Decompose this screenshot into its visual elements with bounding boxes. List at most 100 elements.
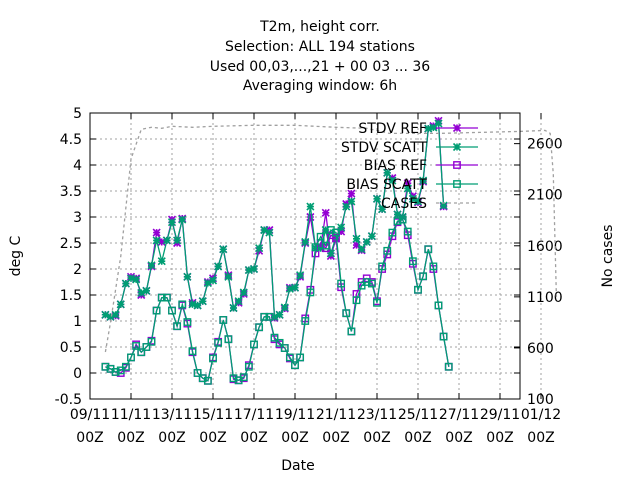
y-axis-label: deg C (8, 235, 24, 276)
data-point (439, 332, 448, 341)
data-point (173, 236, 182, 245)
data-point (301, 237, 310, 247)
x-tick-label: 11/11 (111, 407, 151, 423)
data-point (178, 215, 187, 224)
data-point (188, 300, 197, 309)
y2-tick-label: 100 (527, 392, 554, 408)
data-point (152, 228, 161, 237)
y2-tick-label: 1600 (527, 239, 563, 255)
data-point (234, 297, 243, 306)
data-point (408, 257, 417, 266)
x-tick-label: 27/11 (439, 407, 479, 423)
y-tick-label: 0.5 (60, 340, 82, 356)
y2-tick-label: 2100 (527, 188, 563, 204)
data-point (321, 208, 330, 217)
data-point (111, 368, 120, 376)
data-point (127, 353, 135, 362)
data-point (434, 119, 443, 128)
series-cases (104, 124, 558, 353)
data-point (219, 245, 228, 254)
data-point (167, 218, 177, 227)
data-point (152, 306, 161, 315)
data-point (157, 237, 166, 247)
data-point (393, 210, 402, 219)
data-point (239, 288, 248, 297)
data-point (296, 353, 305, 362)
data-point (260, 225, 269, 235)
data-point (270, 312, 279, 321)
x-tick-label-time: 00Z (199, 430, 226, 446)
legend-label: STDV REF (358, 121, 427, 137)
y2-tick-label: 2600 (527, 137, 563, 153)
data-point (214, 262, 223, 271)
series-line (104, 124, 558, 353)
data-point (178, 300, 187, 309)
y-axis-ticks: -0.5 0 0.5 1 1.5 2 2.5 3 3.5 4 4.5 5 (55, 106, 520, 408)
data-point (168, 306, 176, 315)
y-tick-label: 1 (73, 314, 82, 330)
title-line-2: Selection: ALL 194 stations (225, 39, 415, 55)
data-point (224, 335, 233, 344)
data-point (388, 176, 397, 185)
data-point (291, 361, 299, 370)
data-point (342, 202, 351, 211)
x-tick-label: 17/11 (234, 407, 274, 423)
data-point (398, 215, 407, 224)
data-point (147, 337, 156, 346)
x-tick-label-time: 00Z (486, 430, 513, 446)
data-point (285, 284, 294, 293)
data-point (132, 342, 141, 350)
data-point (301, 317, 310, 325)
legend-label: BIAS REF (364, 158, 427, 174)
data-point (378, 262, 387, 271)
data-point (270, 333, 279, 342)
y-tick-label: 3 (73, 210, 82, 226)
data-point (147, 261, 156, 270)
data-point (229, 374, 238, 383)
data-point (373, 298, 381, 307)
data-point (121, 279, 130, 288)
data-point (383, 168, 392, 177)
legend: STDV REF STDV SCATT BIAS REF BIAS SCATT CASE… (341, 121, 478, 212)
data-point (137, 288, 146, 297)
data-point (383, 246, 392, 255)
legend-marker (453, 161, 461, 169)
x-tick-label-time: 00Z (322, 430, 349, 446)
data-point (306, 288, 315, 297)
data-point (106, 312, 115, 321)
x-axis-label: Date (281, 458, 314, 474)
data-point (224, 272, 233, 281)
y-tick-label: 3.5 (60, 184, 82, 200)
y-tick-label: 4.5 (60, 132, 82, 148)
data-point (367, 279, 376, 288)
x-tick-label-time: 00Z (363, 430, 390, 446)
data-point (214, 338, 223, 347)
data-point (434, 301, 443, 310)
data-point (444, 362, 453, 371)
chart-title: T2m, height corr. Selection: ALL 194 sta… (210, 19, 431, 94)
data-point (188, 347, 197, 356)
data-point (439, 201, 448, 210)
data-point (352, 296, 361, 305)
data-point (362, 237, 371, 247)
x-tick-label: 25/11 (398, 407, 438, 423)
data-point (183, 272, 192, 281)
data-point (162, 236, 171, 245)
data-point (193, 369, 202, 377)
data-point (101, 310, 110, 319)
title-line-4: Averaging window: 6h (243, 78, 397, 94)
data-point (255, 244, 264, 253)
data-point (116, 300, 125, 309)
data-point (414, 285, 422, 294)
data-point (255, 323, 264, 332)
y2-tick-label: 1100 (527, 290, 563, 306)
data-point (378, 205, 387, 214)
x-tick-label: 23/11 (357, 407, 397, 423)
x-tick-label: 13/11 (152, 407, 192, 423)
data-point (249, 264, 259, 274)
data-point (142, 343, 151, 351)
data-point (388, 228, 397, 237)
legend-label: BIAS SCATT (346, 177, 427, 193)
data-point (316, 244, 325, 253)
x-tick-label: 21/11 (316, 407, 356, 423)
